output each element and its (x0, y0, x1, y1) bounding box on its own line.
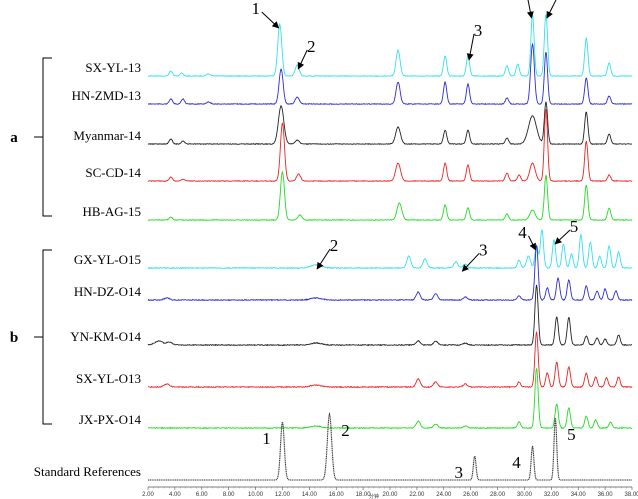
peak-label-standard-references-3: 3 (454, 463, 463, 482)
x-tick-label-1: 4.00 (169, 492, 181, 498)
peak-annotations: 12345234512345 (252, 0, 579, 482)
trace-myanmar-14 (147, 101, 633, 146)
label-sx-yl-o13: SX-YL-O13 (76, 371, 141, 386)
group-label-a: a (10, 130, 18, 146)
label-hn-zmd-13: HN-ZMD-13 (72, 88, 141, 103)
trace-hn-dz-o14 (147, 245, 633, 302)
label-gx-yl-o15: GX-YL-O15 (74, 252, 141, 267)
group-brackets: ab (10, 57, 52, 425)
label-jx-px-o14: JX-PX-O14 (79, 412, 142, 427)
chromatogram-traces (147, 13, 633, 481)
peak-label-sx-yl-13-3: 3 (474, 21, 483, 40)
trace-sx-yl-13 (147, 13, 633, 77)
group-label-b: b (10, 330, 18, 346)
peak-label-standard-references-1: 1 (262, 429, 271, 448)
x-axis: 2.00 4.00 6.00 8.00 10.00 12.00 14.00 16.00 18.0… (142, 486, 638, 499)
peak-arrow-sx-yl-13-4 (526, 0, 534, 19)
x-tick-label-13: 28.00 (490, 492, 506, 498)
x-tick-label-0: 2.00 (142, 492, 154, 498)
x-tick-label-18: 38.00 (624, 492, 638, 498)
trace-yn-km-o14 (147, 284, 633, 347)
x-tick-label-4: 10.00 (248, 492, 264, 498)
x-tick-label-14: 30.00 (517, 492, 533, 498)
x-unit-label: 分钟 (369, 493, 379, 499)
peak-label-gx-yl-o15-3: 3 (479, 240, 488, 259)
x-tick-label-2: 6.00 (196, 492, 208, 498)
group-bracket-b (42, 249, 52, 425)
peak-arrow-gx-yl-o15-3 (461, 252, 480, 272)
peak-arrow-gx-yl-o15-2 (316, 248, 331, 270)
peak-arrow-sx-yl-13-5 (546, 0, 557, 19)
label-yn-km-o14: YN-KM-O14 (70, 329, 141, 344)
x-tick-label-9: 20.00 (382, 492, 398, 498)
x-tick-label-17: 36.00 (598, 492, 614, 498)
peak-label-gx-yl-o15-2: 2 (330, 236, 339, 255)
peak-label-standard-references-4: 4 (512, 453, 521, 472)
peak-arrow-gx-yl-o15-5 (554, 229, 571, 245)
peak-arrow-sx-yl-13-3 (466, 33, 475, 61)
x-tick-label-12: 26.00 (463, 492, 479, 498)
x-tick-label-11: 24.00 (436, 492, 452, 498)
x-tick-label-16: 34.00 (571, 492, 587, 498)
label-hb-ag-15: HB-AG-15 (83, 204, 142, 219)
peak-label-gx-yl-o15-5: 5 (570, 217, 579, 236)
trace-hn-zmd-13 (147, 42, 633, 106)
peak-label-standard-references-5: 5 (567, 425, 576, 444)
x-tick-label-6: 14.00 (302, 492, 318, 498)
trace-sc-cd-14 (147, 109, 633, 183)
trace-gx-yl-o15 (147, 228, 633, 270)
x-tick-label-15: 32.00 (544, 492, 560, 498)
trace-sx-yl-o13 (147, 331, 633, 389)
peak-arrow-sx-yl-13-2 (297, 49, 308, 70)
peak-arrow-gx-yl-o15-4 (528, 235, 536, 251)
x-tick-label-8: 18.00 (356, 492, 372, 498)
peak-label-sx-yl-13-1: 1 (252, 0, 261, 18)
label-sc-cd-14: SC-CD-14 (85, 165, 141, 180)
x-tick-label-5: 12.00 (275, 492, 291, 498)
peak-label-standard-references-2: 2 (341, 421, 350, 440)
trace-standard-references (148, 411, 632, 481)
x-tick-label-7: 16.00 (329, 492, 345, 498)
trace-jx-px-o14 (147, 368, 633, 430)
trace-hb-ag-15 (147, 170, 633, 222)
label-standard-references: Standard References (34, 464, 141, 479)
label-hn-dz-o14: HN-DZ-O14 (74, 284, 142, 299)
x-tick-label-3: 8.00 (223, 492, 235, 498)
peak-label-gx-yl-o15-4: 4 (518, 223, 527, 242)
label-myanmar-14: Myanmar-14 (73, 128, 141, 143)
group-bracket-a (42, 57, 52, 217)
label-sx-yl-13: SX-YL-13 (85, 60, 141, 75)
x-tick-label-10: 22.00 (409, 492, 425, 498)
peak-label-sx-yl-13-2: 2 (307, 37, 316, 56)
sample-labels: SX-YL-13 HN-ZMD-13 Myanmar-14 SC-CD-14 HB-AG… (34, 60, 142, 479)
peak-arrow-sx-yl-13-1 (261, 11, 280, 29)
